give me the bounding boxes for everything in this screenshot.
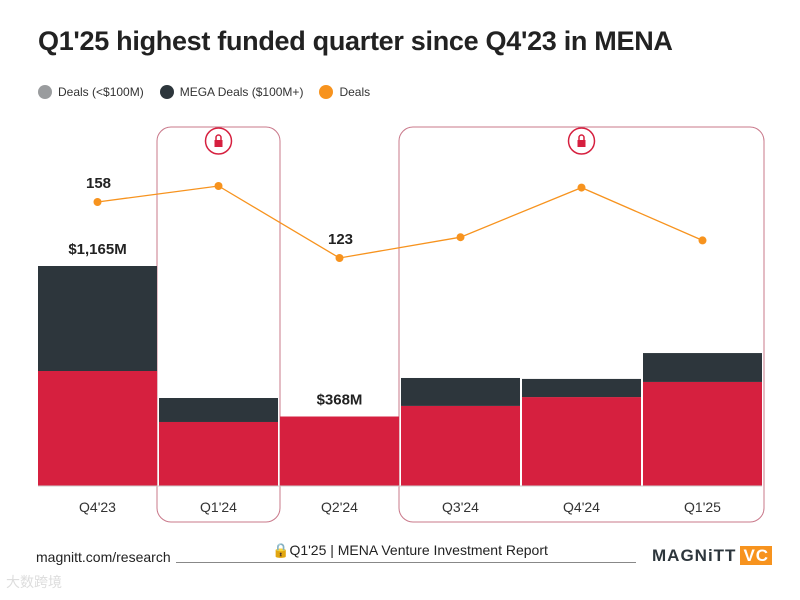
legend-item-mega-deals: MEGA Deals ($100M+) — [159, 85, 304, 99]
lock-icon-body — [577, 140, 586, 147]
lock-icon: 🔒 — [272, 542, 290, 558]
footer-divider — [176, 562, 636, 563]
report-name: 🔒Q1'25 | MENA Venture Investment Report — [272, 542, 548, 559]
deals-point — [577, 183, 586, 192]
deals-point — [214, 182, 223, 190]
x-tick-label: Q1'25 — [684, 499, 721, 515]
bar-small-deals — [643, 381, 762, 486]
deals-label: 123 — [328, 231, 353, 248]
locked-highlight-box — [398, 126, 765, 523]
bar-mega-deals — [159, 398, 278, 422]
deals-label: 158 — [86, 175, 111, 192]
deals-line — [97, 185, 703, 259]
source-link[interactable]: magnitt.com/research — [36, 549, 171, 565]
x-tick-label: Q2'24 — [321, 499, 358, 515]
lock-icon-shackle — [215, 134, 222, 140]
legend-label: Deals (<$100M) — [58, 85, 144, 99]
watermark: 大数跨境 — [6, 574, 62, 590]
bar-small-deals — [38, 370, 157, 486]
report-label: Q1'25 | MENA Venture Investment Report — [289, 542, 548, 558]
deals-point — [335, 254, 344, 262]
x-tick-label: Q4'23 — [79, 499, 116, 515]
x-tick-label: Q4'24 — [563, 499, 600, 515]
chart-title: Q1'25 highest funded quarter since Q4'23… — [38, 26, 673, 56]
bar-mega-deals — [522, 378, 641, 398]
bar-small-deals — [401, 405, 520, 486]
deals-point — [93, 198, 102, 206]
legend-swatch — [38, 85, 52, 99]
deals-point — [698, 236, 707, 245]
legend-swatch — [319, 85, 334, 99]
legend-label: MEGA Deals ($100M+) — [179, 85, 304, 99]
bar-mega-deals — [643, 353, 762, 382]
legend-label: Deals — [339, 85, 371, 99]
magnitt-logo: MAGNiTT VC — [652, 546, 773, 566]
legend-item-deals: Deals — [319, 85, 370, 99]
bar-mega-deals — [401, 377, 520, 406]
logo-text: MAGNiTT — [652, 546, 737, 565]
bar-mega-deals — [38, 266, 157, 371]
funding-label: $368M — [317, 392, 363, 409]
lock-icon-body — [214, 140, 223, 147]
lock-icon-shackle — [578, 134, 585, 140]
logo-vc: VC — [740, 546, 773, 565]
bar-small-deals — [280, 416, 399, 486]
bar-small-deals — [522, 397, 641, 486]
legend: Deals (<$100M) MEGA Deals ($100M+) Deals — [38, 85, 370, 99]
x-tick-label: Q1'24 — [200, 499, 237, 515]
deals-point — [456, 233, 465, 242]
x-tick-label: Q3'24 — [442, 499, 479, 515]
legend-swatch — [159, 85, 174, 99]
bar-small-deals — [159, 421, 278, 486]
funding-label: $1,165M — [68, 241, 126, 258]
legend-item-small-deals: Deals (<$100M) — [38, 85, 144, 99]
